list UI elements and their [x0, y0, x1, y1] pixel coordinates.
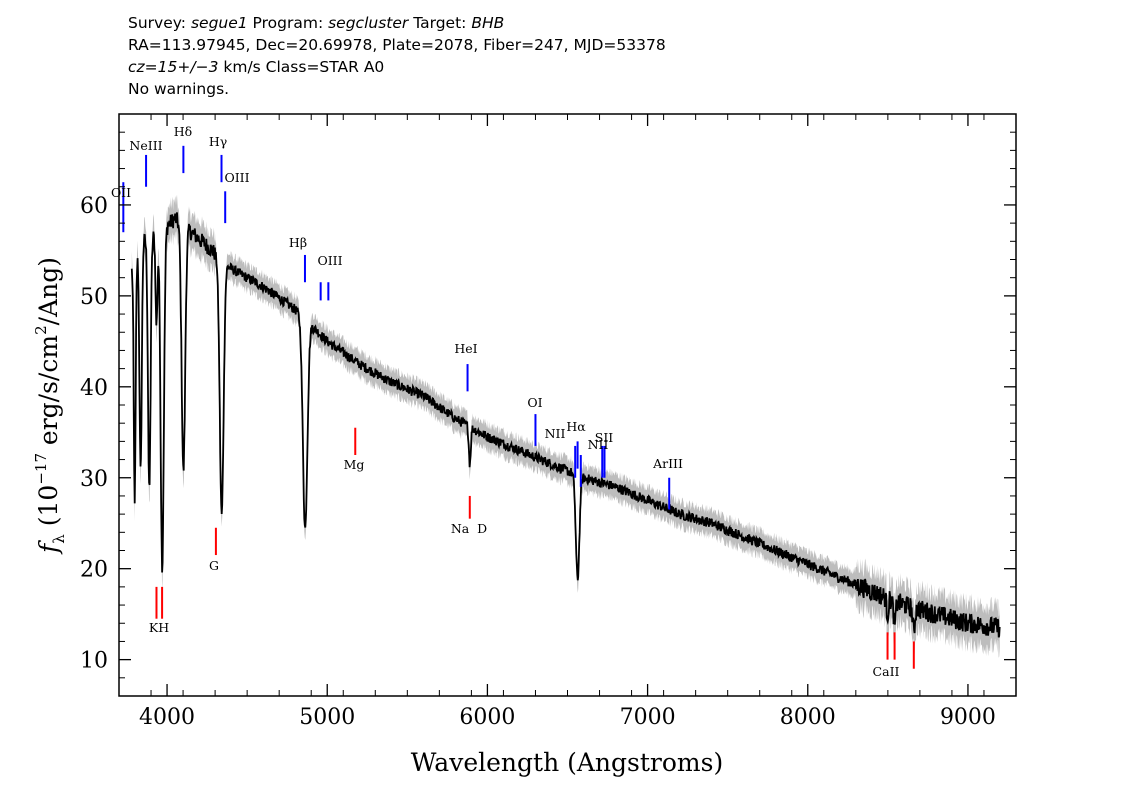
label-OI: OI	[527, 395, 542, 410]
survey-value: segue1	[190, 14, 248, 32]
x-tick-label: 6000	[459, 705, 515, 730]
y-axis-title: fλ (10−17 erg/s/cm2/Ang)	[32, 257, 68, 555]
label-NII-a: NII	[545, 426, 566, 441]
error-band	[131, 194, 1000, 658]
program-label: Program:	[247, 14, 329, 32]
spectrum-header: Survey: segue1 Program: segcluster Targe…	[128, 12, 666, 100]
label-CaII: CaII	[873, 664, 900, 679]
target-label: Target:	[408, 14, 472, 32]
program-value: segcluster	[328, 14, 409, 32]
redshift-value: cz=15+/−3	[128, 58, 219, 76]
label-ArIII: ArIII	[652, 456, 683, 471]
class-text: km/s Class=STAR A0	[218, 58, 385, 76]
label-NeIII: NeIII	[129, 138, 162, 153]
x-tick-label: 7000	[620, 705, 676, 730]
label-Hdelta: Hδ	[174, 124, 192, 139]
y-axis-lambda: λ	[50, 534, 68, 544]
y-axis-f: f	[34, 540, 63, 555]
label-NII-b: NII	[588, 437, 609, 452]
label-OII: OII	[111, 185, 131, 200]
target-value: BHB	[471, 14, 505, 32]
x-tick-label: 8000	[780, 705, 836, 730]
x-tick-label: 9000	[940, 705, 996, 730]
label-Halpha: Hα	[566, 419, 586, 434]
header-line-3: cz=15+/−3 km/s Class=STAR A0	[128, 56, 666, 78]
label-OIII-4363: OIII	[224, 170, 249, 185]
label-Mg: Mg	[344, 457, 365, 472]
header-line-1: Survey: segue1 Program: segcluster Targe…	[128, 12, 666, 34]
label-Hbeta: Hβ	[289, 235, 307, 250]
y-axis-exp2: 2	[32, 325, 50, 335]
y-tick-label: 60	[80, 194, 108, 219]
label-SII: SII	[595, 430, 614, 445]
y-tick-label: 40	[80, 376, 108, 401]
y-tick-label: 20	[80, 558, 108, 583]
y-axis-mid: erg/s/cm	[34, 335, 63, 453]
x-tick-label: 4000	[139, 705, 195, 730]
label-NaD: Na D	[451, 521, 487, 536]
flux-line	[130, 212, 1001, 638]
x-axis-title: Wavelength (Angstroms)	[411, 748, 723, 777]
survey-label: Survey:	[128, 14, 191, 32]
x-tick-label: 5000	[299, 705, 355, 730]
header-line-2: RA=113.97945, Dec=20.69978, Plate=2078, …	[128, 36, 666, 54]
line-markers	[122, 145, 915, 669]
label-G: G	[209, 558, 219, 573]
y-axis-pre: (10	[34, 485, 63, 535]
y-axis-post: /Ang)	[34, 257, 63, 325]
y-axis-exp: −17	[32, 453, 50, 485]
label-KH: KH	[149, 620, 169, 635]
ticks: 4000 5000 6000 7000 8000 9000 10 20 30 40 50 60	[80, 114, 1017, 730]
error-envelope	[131, 194, 1000, 658]
header-line-4: No warnings.	[128, 80, 230, 98]
y-tick-label: 30	[80, 467, 108, 492]
spectrum-series	[130, 212, 1001, 638]
label-HeI: HeI	[454, 341, 477, 356]
y-tick-label: 50	[80, 285, 108, 310]
y-tick-label: 10	[80, 649, 108, 674]
label-OIII-5007: OIII	[317, 253, 342, 268]
label-Hgamma: Hγ	[209, 134, 227, 149]
